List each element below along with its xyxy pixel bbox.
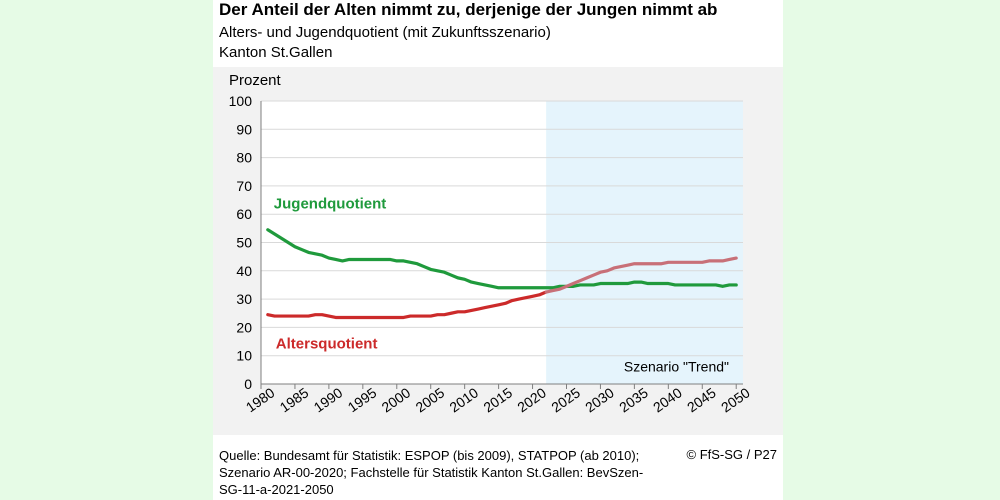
y-tick-label: 70 xyxy=(236,178,252,194)
chart-region: Kanton St.Gallen xyxy=(219,44,333,61)
x-tick-label: 2030 xyxy=(582,384,617,415)
x-tick-label: 1990 xyxy=(311,384,346,415)
series-label-2: Altersquotient xyxy=(276,336,378,353)
series-line-1 xyxy=(266,228,738,290)
y-tick-label: 10 xyxy=(236,348,252,364)
y-tick-label: 20 xyxy=(236,319,252,335)
x-tick-label: 2040 xyxy=(650,384,685,415)
plot-area: 0 10 20 30 40 50 60 70 80 90 100 1980 1985 1990 1995 20… xyxy=(213,67,783,435)
x-tick-label: 2035 xyxy=(616,384,651,415)
y-tick-label: 30 xyxy=(236,291,252,307)
x-tick-label: 2050 xyxy=(718,384,753,415)
y-tick-label: 80 xyxy=(236,150,252,166)
y-axis-title: Prozent xyxy=(229,72,282,89)
y-tick-label: 100 xyxy=(229,93,253,109)
x-tick-label: 2015 xyxy=(480,384,515,415)
chart-title: Der Anteil der Alten nimmt zu, derjenige… xyxy=(219,0,718,19)
series-line-2-scenario xyxy=(544,256,738,294)
x-tick-label: 2005 xyxy=(413,384,448,415)
y-tick-label: 40 xyxy=(236,263,252,279)
chart-subtitle: Alters- und Jugendquotient (mit Zukunfts… xyxy=(219,24,551,41)
y-tick-label: 90 xyxy=(236,121,252,137)
y-tick-label: 0 xyxy=(244,376,252,392)
x-tick-label: 2020 xyxy=(514,384,549,415)
x-tick-label: 2025 xyxy=(548,384,583,415)
x-tick-label: 2045 xyxy=(684,384,719,415)
series-label-1: Jugendquotient xyxy=(274,196,387,213)
scenario-label: Szenario "Trend" xyxy=(624,358,729,374)
x-tick-label: 1985 xyxy=(277,384,312,415)
series-line-2-historical xyxy=(266,290,548,320)
x-tick-label: 1995 xyxy=(345,384,380,415)
x-tick-label: 2010 xyxy=(446,384,481,415)
y-tick-label: 60 xyxy=(236,206,252,222)
copyright-note: © FfS-SG / P27 xyxy=(686,447,778,462)
source-note: Quelle: Bundesamt für Statistik: ESPOP (… xyxy=(219,448,644,497)
y-tick-label: 50 xyxy=(236,235,252,251)
x-tick-label: 2000 xyxy=(379,384,414,415)
chart-card: Der Anteil der Alten nimmt zu, derjenige… xyxy=(213,0,783,500)
